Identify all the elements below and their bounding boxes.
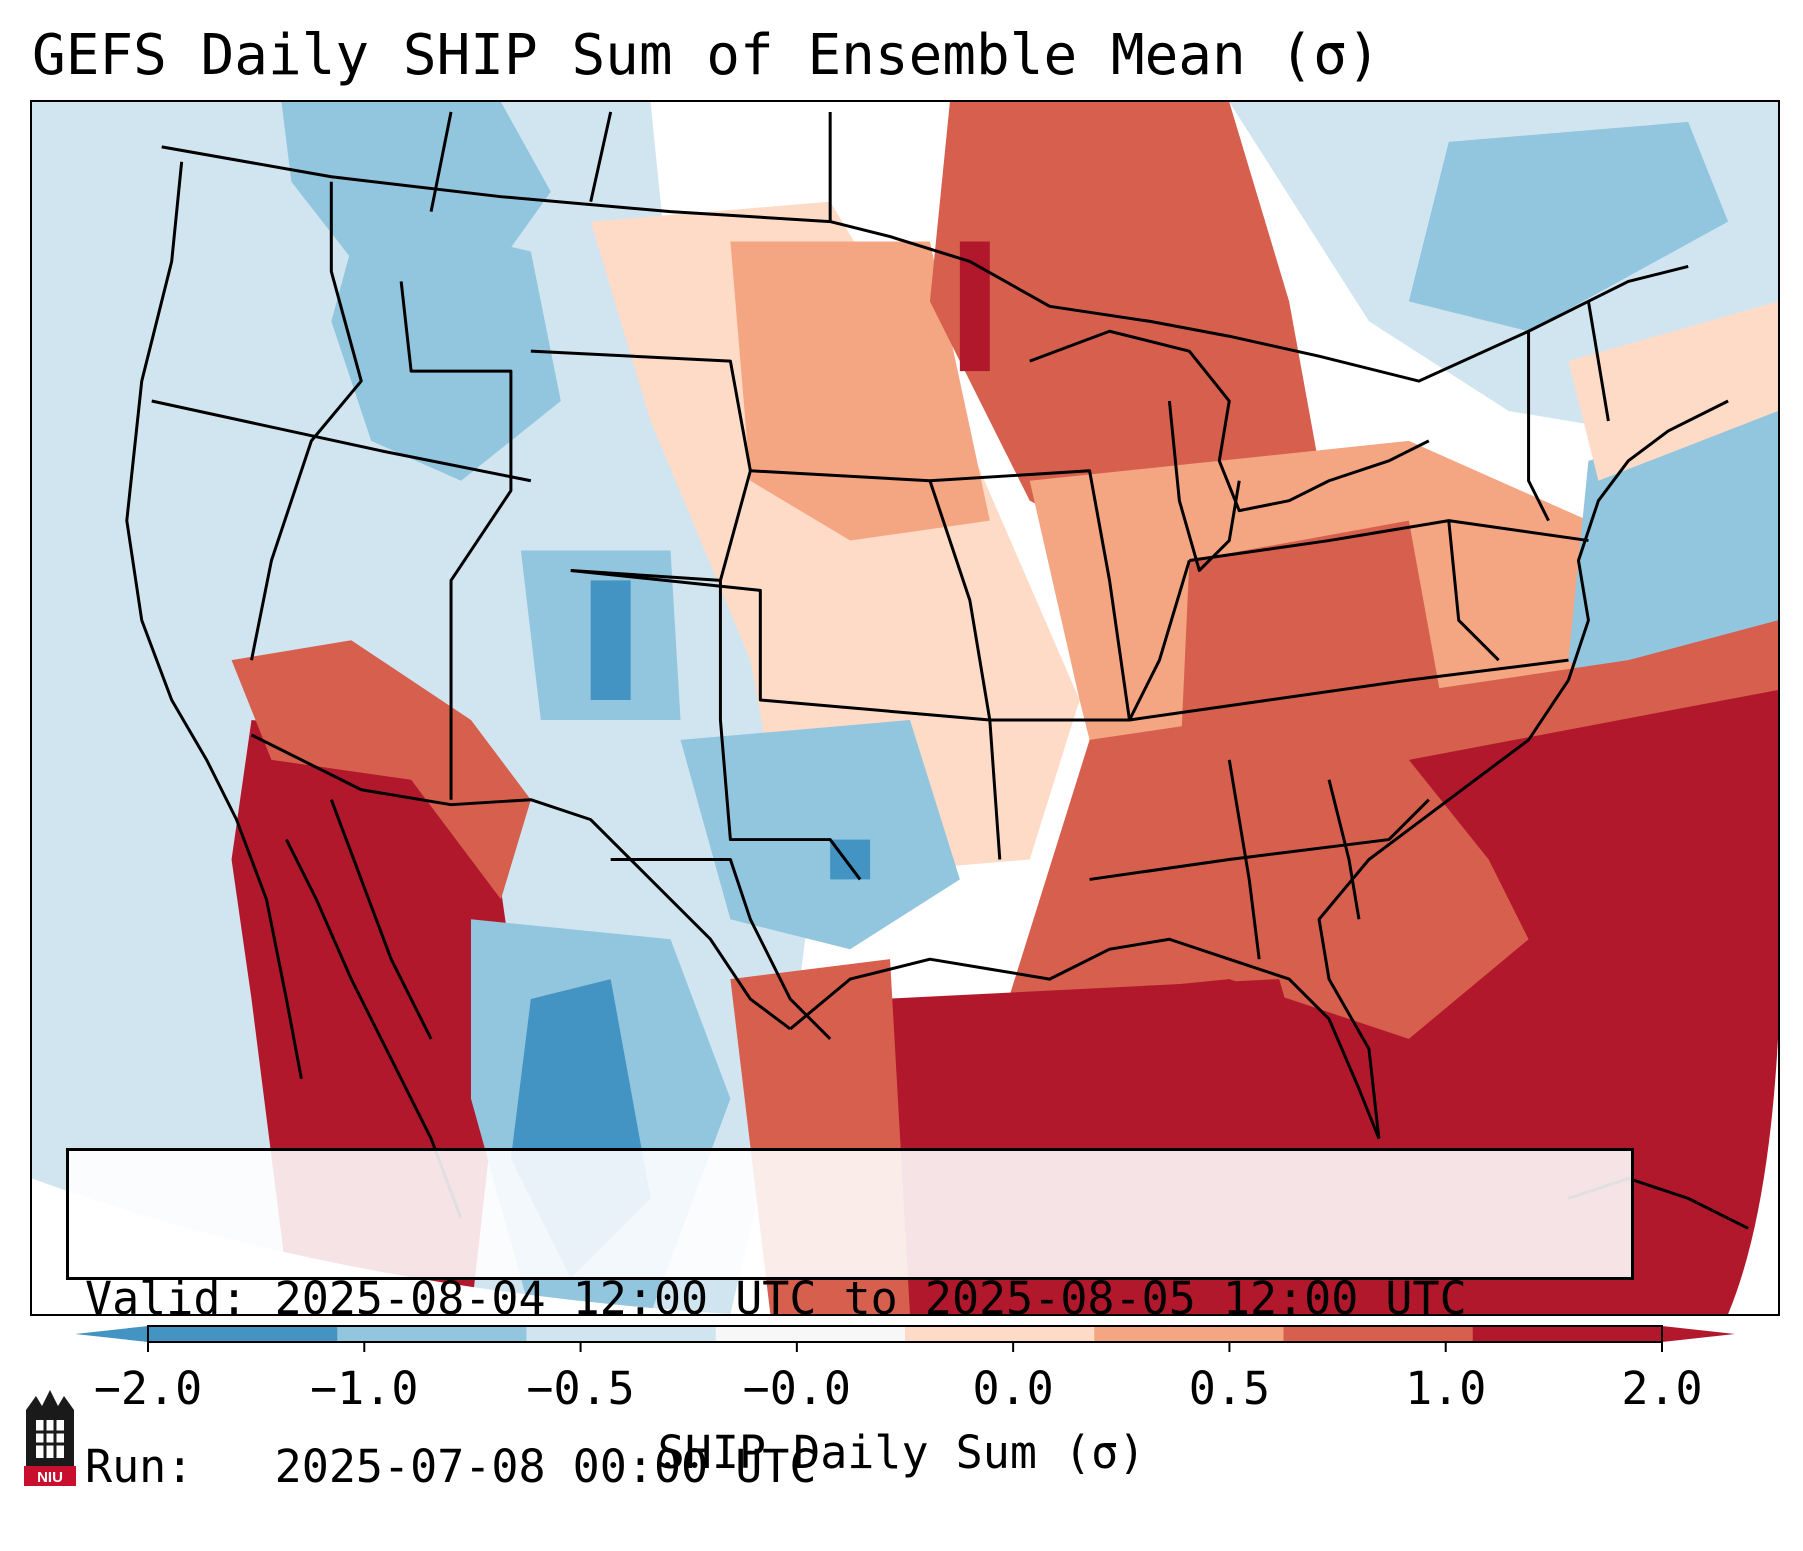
boundaries — [125, 111, 1749, 1230]
state-line-10 — [1089, 798, 1430, 881]
colorbar-tick-label: 0.0 — [972, 1362, 1054, 1415]
colorbar-tick-label: −2.0 — [93, 1362, 203, 1415]
state-line-1 — [250, 181, 363, 661]
field-deep-blue-texas — [830, 839, 871, 880]
state-line-6 — [750, 469, 1002, 860]
state-line-2 — [151, 399, 532, 483]
colorbar-tick-label: −0.5 — [526, 1362, 635, 1415]
colorbar-tick-label: 1.0 — [1405, 1362, 1487, 1415]
state-line-7 — [718, 580, 862, 881]
colorbar — [75, 1325, 1735, 1352]
colorbar-segment-7 — [1283, 1326, 1474, 1342]
canada-border — [161, 145, 1689, 383]
field-blank-sw-corner — [32, 1178, 731, 1314]
run-time-text: Run: 2025-07-08 00:00 UTC — [85, 1440, 817, 1493]
colorbar-segment-4 — [715, 1326, 906, 1342]
field-deep-red-minnesota — [959, 241, 990, 372]
state-line-11 — [1129, 658, 1569, 722]
field-blank-se-corner — [1728, 1038, 1778, 1314]
colorbar-tick-label: −1.0 — [310, 1362, 419, 1415]
field-strong-red-southwest-rim — [231, 640, 531, 900]
colorbar-tick-label: 0.5 — [1188, 1362, 1271, 1415]
colorbar-segment-8 — [1472, 1326, 1663, 1342]
colorbar-segments — [148, 1326, 1663, 1342]
colorbar-extend-low — [75, 1326, 148, 1342]
colorbar-segment-5 — [905, 1326, 1095, 1342]
florida-atlantic-coast — [1317, 679, 1570, 1139]
chart-title: GEFS Daily SHIP Sum of Ensemble Mean (σ) — [32, 23, 1381, 88]
niu-logo-icon: NIU — [24, 1390, 76, 1486]
logo-text: NIU — [37, 1469, 63, 1486]
state-line-18 — [1447, 520, 1500, 662]
state-line-13 — [1227, 759, 1261, 960]
state-line-19 — [1527, 331, 1550, 522]
colorbar-segment-3 — [526, 1326, 717, 1342]
gulf-of-california — [329, 799, 433, 1040]
state-line-3 — [399, 281, 513, 800]
colorbar-segment-1 — [148, 1326, 338, 1342]
anomaly-field — [32, 102, 1778, 1314]
colorbar-extend-high — [1662, 1326, 1735, 1342]
colorbar-tick-label: −0.0 — [742, 1362, 852, 1415]
state-line-5 — [570, 568, 990, 722]
colorbar-tick-label: 2.0 — [1621, 1362, 1703, 1415]
mexico-border — [250, 733, 792, 1031]
state-line-12 — [1189, 519, 1589, 562]
state-line-16 — [589, 111, 613, 202]
lake-michigan-shore — [1167, 400, 1241, 572]
gulf-coast — [789, 937, 1381, 1140]
map-panel — [30, 100, 1780, 1316]
state-line-8 — [989, 560, 1191, 722]
state-line-14 — [1327, 779, 1361, 920]
field-light-red-plains — [590, 201, 1080, 880]
field-mid-red-dakotas — [730, 241, 990, 541]
east-coast — [1567, 399, 1729, 681]
field-mid-blue-idaho — [331, 211, 561, 481]
valid-time-text: Valid: 2025-08-04 12:00 UTC to 2025-08-0… — [85, 1272, 1467, 1325]
state-line-9 — [929, 469, 1131, 721]
colorbar-ticks — [147, 1342, 1663, 1352]
colorbar-segment-2 — [337, 1326, 527, 1342]
state-line-17 — [429, 111, 453, 212]
validity-info-box: Valid: 2025-08-04 12:00 UTC to 2025-08-0… — [66, 1148, 1634, 1493]
ship-anomaly-map — [32, 102, 1778, 1314]
texas-border — [610, 858, 832, 1040]
field-deep-blue-colorado — [590, 580, 631, 701]
field-mid-blue-texas — [680, 719, 960, 950]
pacific-coast — [125, 161, 303, 1080]
field-light-red-atlantic-edge — [1568, 301, 1778, 481]
colorbar-label: SHIP Daily Sum (σ) — [657, 1426, 1146, 1479]
colorbar-segment-6 — [1094, 1326, 1284, 1342]
field-mid-blue-canada-east — [1408, 121, 1729, 332]
colorbar-outline — [147, 1325, 1663, 1343]
great-lakes-shore — [1029, 329, 1430, 513]
state-line-20 — [1586, 301, 1610, 422]
